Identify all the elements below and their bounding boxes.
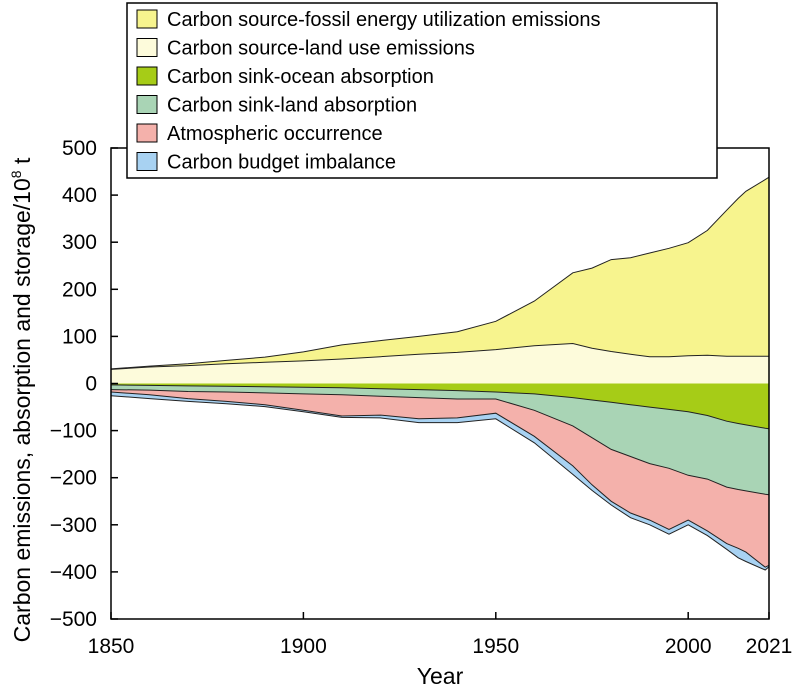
y-tick-label-4: 100 <box>62 325 97 348</box>
area-series-3 <box>111 384 769 495</box>
series-boundary-4 <box>110 391 770 568</box>
x-tick-label-0: 1850 <box>88 635 135 658</box>
legend-label-0: Carbon source-fossil energy utilization … <box>167 9 601 31</box>
y-axis-title-superscript: 8 <box>8 170 24 178</box>
y-tick-label-10: −500 <box>50 608 97 631</box>
x-tick-label-4: 2021 <box>746 635 793 658</box>
legend-swatch-1 <box>136 38 158 57</box>
x-axis-title: Year <box>417 663 464 689</box>
series-boundary-1 <box>110 342 769 370</box>
y-tick-label-1: 400 <box>62 184 97 207</box>
area-series-1 <box>111 343 769 384</box>
series-boundary-0 <box>110 176 770 370</box>
series-boundary-3 <box>110 389 770 496</box>
y-axis-title: Carbon emissions, absorption and storage… <box>8 157 35 642</box>
legend-swatch-5 <box>136 152 158 171</box>
series-boundary-5 <box>110 395 770 571</box>
series-boundary-2 <box>110 384 770 430</box>
legend-swatch-4 <box>136 123 158 143</box>
y-tick-label-5: 0 <box>85 373 97 396</box>
y-tick-label-6: −100 <box>50 420 97 443</box>
series-boundary-lines <box>110 176 770 571</box>
y-tick-label-9: −400 <box>50 561 97 584</box>
y-axis-title-unit: t <box>9 157 35 170</box>
y-tick-label-7: −200 <box>50 467 97 490</box>
legend-label-3: Carbon sink-land absorption <box>167 95 417 117</box>
area-series-0 <box>111 177 769 370</box>
x-tick-label-3: 2000 <box>665 635 712 658</box>
area-series-group <box>111 177 769 570</box>
x-tick-label-1: 1900 <box>280 635 327 658</box>
y-tick-label-8: −300 <box>50 514 97 537</box>
legend-label-4: Atmospheric occurrence <box>167 123 383 145</box>
legend-label-1: Carbon source-land use emissions <box>167 38 475 60</box>
legend-swatch-2 <box>136 66 158 86</box>
area-series-2 <box>111 383 769 429</box>
y-tick-label-3: 200 <box>62 278 97 301</box>
y-tick-label-0: 500 <box>62 137 97 160</box>
axis-ticks: 500 400 300 200 100 0 −100 −200 −300 −400 −500 1850… <box>50 137 793 658</box>
area-series-4 <box>111 389 769 568</box>
legend-box <box>126 2 718 179</box>
y-tick-label-2: 300 <box>62 231 97 254</box>
legend: Carbon source-fossil energy utilization … <box>126 2 718 179</box>
y-axis-title-main: Carbon emissions, absorption and storage… <box>9 178 35 642</box>
legend-label-2: Carbon sink-ocean absorption <box>167 66 434 88</box>
legend-swatch-3 <box>136 95 158 114</box>
x-tick-label-2: 1950 <box>472 635 519 658</box>
legend-label-5: Carbon budget imbalance <box>167 152 396 174</box>
legend-swatch-0 <box>136 9 158 29</box>
